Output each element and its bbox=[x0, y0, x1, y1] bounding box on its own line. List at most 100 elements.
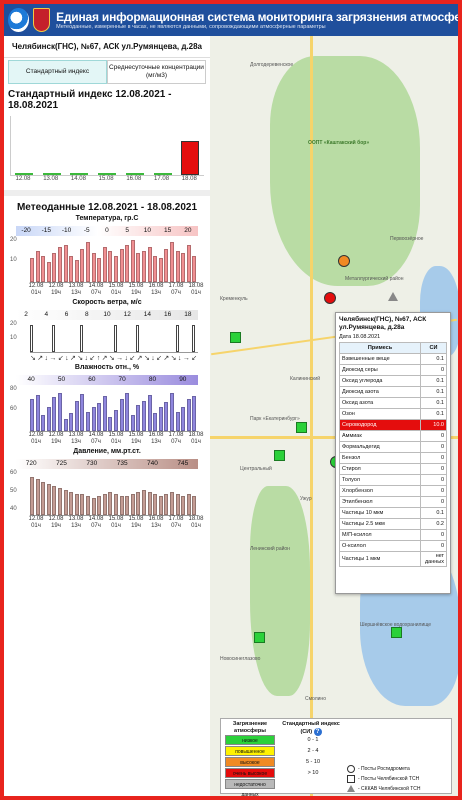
humidity-bar bbox=[186, 399, 191, 431]
substance-name: Толуол bbox=[339, 474, 421, 486]
time-label: 17.08 07ч bbox=[168, 516, 184, 529]
tab-daily-concentrations[interactable]: Среднесуточные концентрации (мг/м3) bbox=[107, 60, 206, 84]
pressure-bar bbox=[74, 493, 79, 515]
substance-si-value: 0 bbox=[420, 474, 447, 486]
popup-row: Формальдегид 0 bbox=[339, 441, 447, 453]
meteo-title: Метеоданные 12.08.2021 - 18.08.2021 bbox=[16, 202, 198, 213]
time-label: 13.08 13ч bbox=[68, 516, 84, 529]
temperature-bars: 20 10 bbox=[10, 237, 198, 283]
wind-bar bbox=[30, 325, 33, 352]
humidity-bar bbox=[102, 395, 107, 431]
tab-standard-index[interactable]: Стандартный индекс bbox=[8, 60, 107, 84]
scale-tick: -20 bbox=[21, 227, 31, 234]
scale-tick: 730 bbox=[86, 460, 98, 467]
map-label: Металлургический район bbox=[345, 276, 404, 282]
temp-bar bbox=[35, 251, 40, 282]
humidity-panel: Влажность отн., % 40 50 60 70 80 90 80 60 12.… bbox=[8, 364, 206, 448]
scale-tick: 15 bbox=[164, 227, 172, 234]
temp-bar bbox=[114, 255, 118, 282]
time-label: 16.08 13ч bbox=[148, 283, 164, 296]
temp-bar bbox=[192, 255, 197, 282]
pressure-bar bbox=[46, 484, 51, 515]
temperature-panel: Температура, гр.С -20 -15 -10 -5 0 5 10 15 20 20… bbox=[8, 215, 206, 299]
scale-tick: 50 bbox=[57, 376, 66, 383]
substance-name: Аммиак bbox=[339, 430, 421, 442]
substance-si-value: 0 bbox=[420, 364, 447, 376]
pressure-bar bbox=[63, 490, 68, 515]
time-label: 14.08 07ч bbox=[88, 432, 104, 445]
station-marker-green[interactable] bbox=[391, 627, 402, 638]
popup-row: М/П-ксилол 0 bbox=[339, 529, 447, 541]
humidity-bar bbox=[97, 403, 102, 431]
temp-bar bbox=[97, 257, 102, 282]
popup-row: Диоксид серы 0 bbox=[339, 364, 447, 376]
station-marker-green[interactable] bbox=[296, 422, 307, 433]
popup-date: Дата 18.08.2021 bbox=[339, 334, 381, 340]
pressure-bar bbox=[69, 492, 74, 515]
humidity-xlabels: 12.08 01ч 12.08 19ч 13.08 13ч 14.08 07ч 15.0… bbox=[28, 432, 203, 448]
map-view[interactable]: Долгодеревенское ООПТ «Каштакский бор» М… bbox=[210, 36, 458, 796]
popup-row: Стирол 0 bbox=[339, 463, 447, 475]
map-label: ООПТ «Каштакский бор» bbox=[308, 140, 370, 146]
pressure-bar bbox=[102, 493, 107, 515]
humidity-bar bbox=[153, 413, 158, 431]
substance-name: Сероводород bbox=[339, 419, 421, 431]
si-date-label: 12.08 bbox=[15, 176, 31, 182]
time-label: 12.08 19ч bbox=[48, 432, 64, 445]
substance-si-value: 0 bbox=[420, 540, 447, 552]
station-marker-green[interactable] bbox=[230, 332, 241, 343]
humidity-bar bbox=[119, 399, 124, 431]
square-marker-icon bbox=[347, 775, 355, 783]
time-label: 15.08 01ч bbox=[108, 283, 124, 296]
wind-axis-mid: 10 bbox=[10, 335, 17, 341]
time-label: 18.08 01ч bbox=[188, 432, 204, 445]
substance-si-value: 0 bbox=[420, 430, 447, 442]
pressure-bar bbox=[86, 495, 90, 515]
station-marker-red[interactable] bbox=[324, 292, 336, 304]
wind-bars: 20 10 bbox=[10, 321, 198, 353]
skkav-marker[interactable] bbox=[388, 292, 398, 301]
popup-row: Диоксид азота 0.1 bbox=[339, 386, 447, 398]
help-icon[interactable]: ? bbox=[313, 728, 322, 736]
map-label: Новосинеглазово bbox=[220, 656, 261, 662]
time-label: 15.08 01ч bbox=[108, 516, 124, 529]
humidity-bar bbox=[30, 399, 34, 431]
scale-tick: 720 bbox=[25, 460, 37, 467]
wind-scale: 2 4 6 8 10 12 14 16 18 bbox=[16, 310, 198, 320]
station-marker-green[interactable] bbox=[254, 632, 265, 643]
time-label: 14.08 07ч bbox=[88, 516, 104, 529]
time-label: 15.08 19ч bbox=[128, 432, 144, 445]
legend-level: низкое bbox=[225, 735, 275, 745]
humidity-bar bbox=[63, 419, 68, 431]
temp-bar bbox=[181, 253, 186, 282]
pressure-bar bbox=[114, 493, 118, 515]
humidity-bar bbox=[114, 410, 118, 431]
scale-tick: 740 bbox=[147, 460, 158, 467]
substance-name: Диоксид серы bbox=[339, 364, 421, 376]
divider bbox=[4, 190, 210, 196]
station-marker-orange[interactable] bbox=[338, 255, 350, 267]
scale-tick: 0 bbox=[105, 227, 109, 234]
wind-bar bbox=[192, 325, 196, 352]
substance-name: Хлорбензол bbox=[339, 485, 421, 497]
substance-si-value: 0 bbox=[420, 463, 447, 475]
pressure-bar bbox=[108, 492, 113, 515]
legend-marker-label: - Посты Челябинской ТСН bbox=[358, 776, 420, 782]
temp-bar bbox=[102, 246, 107, 282]
temperature-xlabels: 12.08 01ч 12.08 19ч 13.08 13ч 14.08 07ч 15.0… bbox=[28, 283, 203, 299]
pressure-bar bbox=[192, 495, 197, 515]
circle-marker-icon bbox=[347, 765, 355, 773]
map-label: Кременкуль bbox=[220, 296, 248, 302]
pressure-axis-mid: 50 bbox=[10, 488, 17, 494]
si-date-label: 17.08 bbox=[154, 176, 170, 182]
station-marker-green[interactable] bbox=[274, 450, 285, 461]
humidity-axis-top: 80 bbox=[10, 386, 17, 392]
temp-bar bbox=[91, 253, 96, 282]
si-bar bbox=[42, 173, 61, 175]
pressure-bar bbox=[35, 478, 40, 515]
popup-row: Бензол 0 bbox=[339, 452, 447, 464]
legend-range: 0 - 1 bbox=[307, 737, 319, 743]
wind-axis-top: 20 bbox=[10, 321, 17, 327]
temp-bar bbox=[119, 249, 124, 282]
temperature-scale: -20 -15 -10 -5 0 5 10 15 20 bbox=[16, 226, 198, 236]
